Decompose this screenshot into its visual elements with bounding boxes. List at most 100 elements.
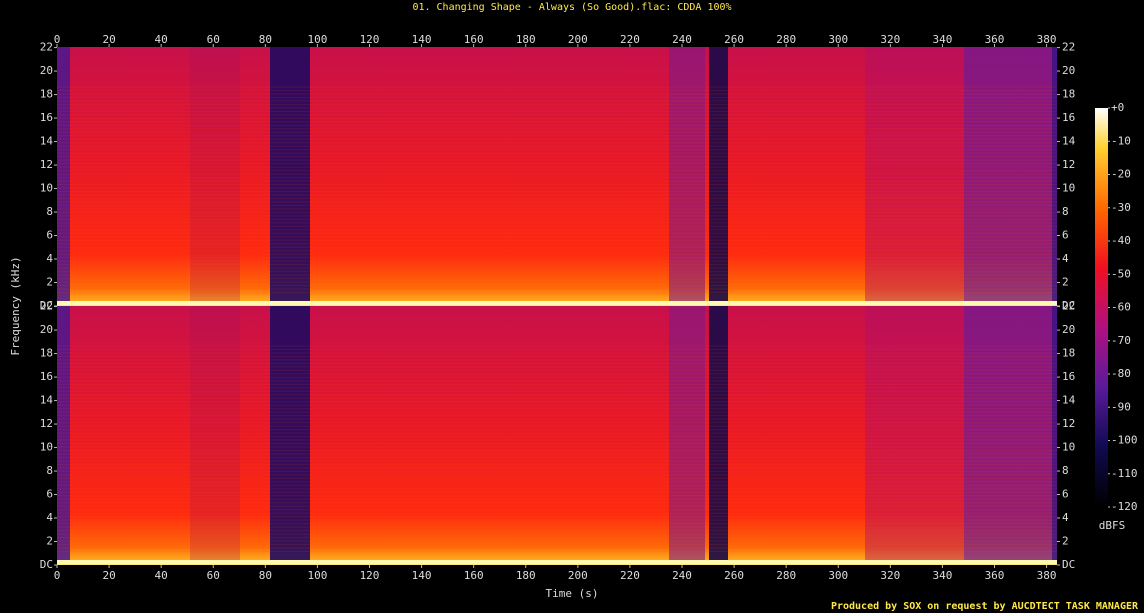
y-tick-label: 20 xyxy=(40,64,53,77)
x-tick-label: 180 xyxy=(516,33,536,46)
y-tick-label: 20 xyxy=(1062,323,1075,336)
x-tick-label: 180 xyxy=(516,569,536,582)
y-tick-label: 22 xyxy=(40,41,53,54)
footer: Produced by SOX on request by AUCDTECT T… xyxy=(831,601,1139,612)
y-tick-label: 20 xyxy=(1062,64,1075,77)
y-tick-label: DC xyxy=(1062,558,1075,571)
y-tick-label: 6 xyxy=(1062,488,1069,501)
x-tick-label: 320 xyxy=(880,33,900,46)
colorbar-tick-label: -60 xyxy=(1111,301,1131,314)
x-tick-label: 280 xyxy=(776,33,796,46)
x-tick-label: 300 xyxy=(828,33,848,46)
spectrogram-band xyxy=(709,306,728,561)
x-tick-label: 320 xyxy=(880,569,900,582)
y-tick-label: 16 xyxy=(40,111,53,124)
spectrogram xyxy=(57,47,1057,306)
y-tick-label: 2 xyxy=(1062,535,1069,548)
x-tick-label: 240 xyxy=(672,33,692,46)
y-tick-label: 2 xyxy=(46,535,53,548)
spectrogram-band xyxy=(270,306,310,561)
spectrogram-floor xyxy=(57,560,1057,564)
y-tick-label: 16 xyxy=(1062,370,1075,383)
y-tick-label: 2 xyxy=(1062,276,1069,289)
spectrogram-band xyxy=(1052,306,1057,561)
x-tick-label: 260 xyxy=(724,569,744,582)
x-tick-label: 160 xyxy=(464,569,484,582)
spectrogram-band xyxy=(865,306,964,561)
x-tick-label: 60 xyxy=(207,569,220,582)
y-tick-label: 10 xyxy=(1062,182,1075,195)
x-tick-label: 20 xyxy=(102,33,115,46)
x-tick-label: 20 xyxy=(102,569,115,582)
y-tick-label: 6 xyxy=(46,229,53,242)
y-tick-label: 8 xyxy=(46,464,53,477)
spectrogram-floor xyxy=(57,301,1057,305)
x-tick-label: 340 xyxy=(932,569,952,582)
colorbar-tick-label: -40 xyxy=(1111,234,1131,247)
x-tick-label: 340 xyxy=(932,33,952,46)
colorbar-tick-label: -20 xyxy=(1111,168,1131,181)
y-tick-label: 16 xyxy=(1062,111,1075,124)
spectrogram-band xyxy=(669,47,705,302)
chart-title: 01. Changing Shape - Always (So Good).fl… xyxy=(412,2,731,13)
y-tick-label: 18 xyxy=(1062,88,1075,101)
y-tick-label: 22 xyxy=(1062,41,1075,54)
colorbar-tick-label: -120 xyxy=(1111,500,1138,513)
y-tick-label: 6 xyxy=(46,488,53,501)
y-tick-label: 4 xyxy=(46,511,53,524)
x-tick-label: 200 xyxy=(568,569,588,582)
y-tick-label: 18 xyxy=(1062,347,1075,360)
y-tick-label: 12 xyxy=(1062,417,1075,430)
x-tick-label: 200 xyxy=(568,33,588,46)
y-tick-label: 18 xyxy=(40,347,53,360)
colorbar-tick-label: -70 xyxy=(1111,334,1131,347)
y-tick-label: 2 xyxy=(46,276,53,289)
y-tick-label: 14 xyxy=(1062,135,1076,148)
y-tick-label: 14 xyxy=(1062,394,1076,407)
y-tick-label: 10 xyxy=(40,182,53,195)
x-tick-label: 40 xyxy=(155,33,168,46)
y-tick-label: 14 xyxy=(40,135,54,148)
y-tick-label: 14 xyxy=(40,394,54,407)
y-tick-label: 22 xyxy=(1062,300,1075,313)
x-tick-label: 80 xyxy=(259,569,272,582)
spectrogram-band xyxy=(190,47,240,302)
y-tick-label: 8 xyxy=(46,205,53,218)
x-tick-label: 100 xyxy=(307,569,327,582)
y-axis-label: Frequency (kHz) xyxy=(9,256,22,355)
x-tick-label: 260 xyxy=(724,33,744,46)
y-tick-label: 8 xyxy=(1062,205,1069,218)
x-tick-label: 40 xyxy=(155,569,168,582)
x-tick-label: 80 xyxy=(259,33,272,46)
y-tick-label: 18 xyxy=(40,88,53,101)
spectrogram-band xyxy=(1052,47,1057,302)
x-tick-label: 220 xyxy=(620,33,640,46)
x-tick-label: 220 xyxy=(620,569,640,582)
y-tick-label: DC xyxy=(40,299,53,312)
colorbar-tick-label: -110 xyxy=(1111,467,1138,480)
colorbar-tick-label: -90 xyxy=(1111,400,1131,413)
x-tick-label: 0 xyxy=(54,569,61,582)
spectrogram-band xyxy=(709,47,728,302)
x-tick-label: 360 xyxy=(985,569,1005,582)
y-tick-label: 12 xyxy=(40,417,53,430)
spectrogram-band xyxy=(270,47,310,302)
colorbar-tick-label: -10 xyxy=(1111,134,1131,147)
spectrogram xyxy=(57,306,1057,565)
y-tick-label: DC xyxy=(40,558,53,571)
y-tick-label: 4 xyxy=(1062,511,1069,524)
y-tick-label: 22 xyxy=(40,300,53,313)
colorbar-tick-label: -30 xyxy=(1111,201,1131,214)
x-tick-label: 360 xyxy=(985,33,1005,46)
x-tick-label: 280 xyxy=(776,569,796,582)
x-tick-label: 380 xyxy=(1037,569,1057,582)
spectrogram-band xyxy=(190,306,240,561)
x-tick-label: 140 xyxy=(412,33,432,46)
spectrogram-band xyxy=(669,306,705,561)
colorbar-tick-label: -50 xyxy=(1111,267,1131,280)
y-tick-label: 12 xyxy=(1062,158,1075,171)
x-tick-label: 120 xyxy=(360,33,380,46)
spectrogram-band xyxy=(57,306,70,561)
x-tick-label: 160 xyxy=(464,33,484,46)
